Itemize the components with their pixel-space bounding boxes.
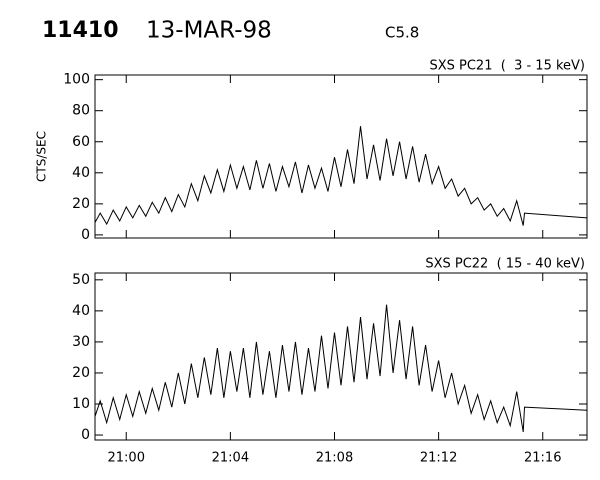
y-tick-label: 40 (72, 165, 90, 181)
x-tick-label: 21:16 (524, 451, 561, 466)
y-tick-label: 50 (72, 272, 90, 288)
y-tick-label: 60 (72, 134, 90, 150)
y-axis-label: CTS/SEC (35, 131, 49, 182)
data-line (94, 126, 588, 226)
y-tick-label: 100 (63, 72, 90, 88)
y-tick-label: 20 (72, 365, 90, 381)
y-tick-label: 20 (72, 196, 90, 212)
y-tick-label: 10 (72, 396, 90, 412)
x-tick-label: 21:12 (420, 451, 457, 466)
x-tick-label: 21:04 (212, 451, 249, 466)
y-tick-label: 0 (81, 227, 90, 243)
event-date: 13-MAR-98 (146, 18, 272, 44)
x-tick-label: 21:00 (108, 451, 145, 466)
panel-title: SXS PC21 ( 3 - 15 keV) (429, 59, 585, 74)
data-line (94, 304, 588, 433)
y-tick-label: 80 (72, 103, 90, 119)
y-tick-label: 0 (81, 427, 90, 443)
y-tick-label: 40 (72, 303, 90, 319)
x-tick-label: 21:08 (316, 451, 353, 466)
panel-title: SXS PC22 ( 15 - 40 keV) (425, 257, 585, 272)
plot-frame (94, 272, 588, 441)
event-id: 11410 (42, 18, 119, 43)
flare-class: C5.8 (385, 24, 419, 42)
plot-frame (94, 74, 588, 239)
y-tick-label: 30 (72, 334, 90, 350)
